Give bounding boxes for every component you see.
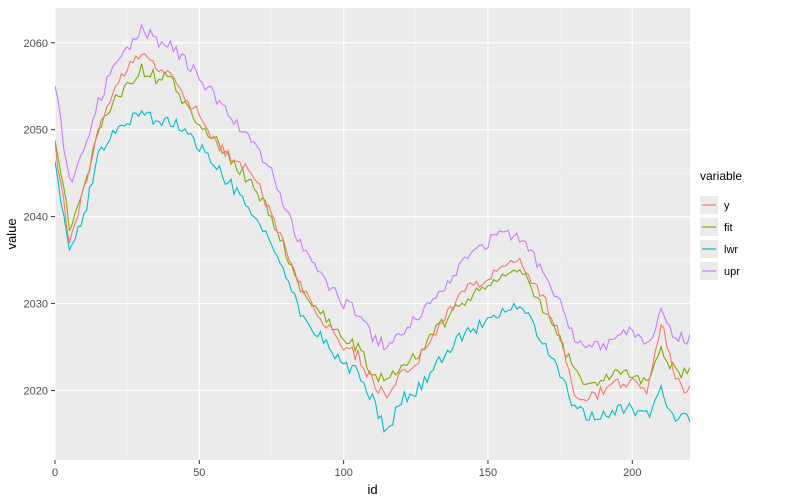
legend-label-upr: upr (724, 266, 740, 278)
x-tick-label: 200 (623, 467, 641, 479)
y-tick-label: 2020 (24, 385, 48, 397)
legend-label-y: y (724, 200, 730, 212)
y-axis-title: value (4, 218, 19, 249)
y-tick-label: 2040 (24, 212, 48, 224)
legend-label-fit: fit (724, 222, 733, 234)
x-tick-label: 150 (479, 467, 497, 479)
y-tick-label: 2060 (24, 38, 48, 50)
legend-title: variable (700, 169, 742, 183)
chart-svg: 0 50 100 150 200 2020 2030 2040 2050 2060 id value v… (0, 0, 800, 500)
legend-label-lwr: lwr (724, 244, 738, 256)
x-tick-label: 0 (52, 467, 58, 479)
x-axis-title: id (367, 482, 377, 497)
x-tick-label: 100 (334, 467, 352, 479)
x-tick-label: 50 (193, 467, 205, 479)
y-tick-label: 2050 (24, 125, 48, 137)
y-tick-label: 2030 (24, 299, 48, 311)
line-chart: 0 50 100 150 200 2020 2030 2040 2050 2060 id value v… (0, 0, 800, 500)
